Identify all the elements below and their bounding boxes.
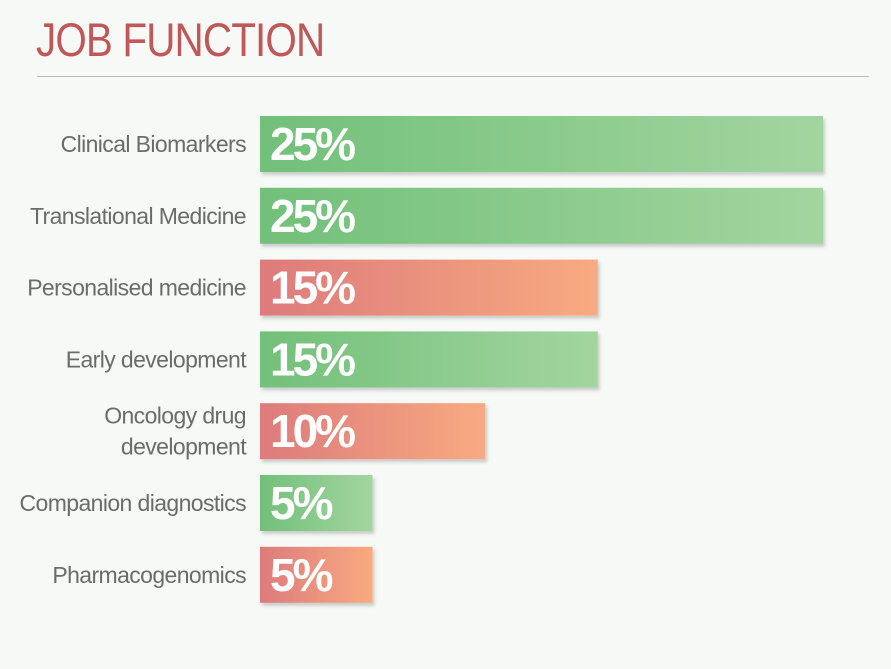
bar-row-early-development: 15% Early development [66,331,598,388]
title-divider [37,76,869,77]
category-label-line: Oncology drug [104,403,246,429]
bar-row-companion-diagnostics: 5% Companion diagnostics [20,475,373,531]
category-label-line: Pharmacogenomics [52,562,246,588]
category-label-line: Translational Medicine [30,203,246,229]
bar-row-clinical-biomarkers: 25% Clinical Biomarkers [61,116,823,172]
category-label-pharmacogenomics: Pharmacogenomics [52,562,246,588]
category-label-personalised-medicine: Personalised medicine [27,275,246,301]
bar-clinical-biomarkers [260,116,823,172]
bar-companion-diagnostics [260,475,373,531]
bar-row-translational-medicine: 25% Translational Medicine [30,187,823,244]
bar-translational-medicine [260,187,823,244]
category-label-line: Companion diagnostics [20,490,247,516]
bar-early-development [260,331,598,388]
data-label-early-development: 15% [270,333,355,385]
bar-row-personalised-medicine: 15% Personalised medicine [27,259,598,316]
data-label-personalised-medicine: 15% [270,262,355,314]
chart-title: JOB FUNCTION [36,13,325,66]
bar-personalised-medicine [260,259,598,316]
data-label-oncology-drug-development: 10% [270,405,355,457]
category-label-early-development: Early development [66,346,248,372]
bar-pharmacogenomics [260,546,373,603]
data-label-clinical-biomarkers: 25% [270,118,355,170]
category-label-clinical-biomarkers: Clinical Biomarkers [61,131,247,157]
category-label-translational-medicine: Translational Medicine [30,203,246,229]
category-label-line: development [121,434,247,460]
bars-layer: 25% Clinical Biomarkers 25% Translational M… [20,116,823,603]
bar-oncology-drug-development [260,403,486,460]
bar-row-pharmacogenomics: 5% Pharmacogenomics [52,546,373,603]
bar-row-oncology-drug-development: 10% Oncology drug development [104,403,486,460]
category-label-line: Personalised medicine [27,275,246,301]
data-label-translational-medicine: 25% [270,190,355,242]
category-label-companion-diagnostics: Companion diagnostics [20,490,247,516]
data-label-pharmacogenomics: 5% [270,549,333,601]
data-label-companion-diagnostics: 5% [270,477,333,529]
category-label-oncology-drug-development: Oncology drug development [104,403,247,460]
category-label-line: Early development [66,346,248,372]
category-label-line: Clinical Biomarkers [61,131,247,157]
